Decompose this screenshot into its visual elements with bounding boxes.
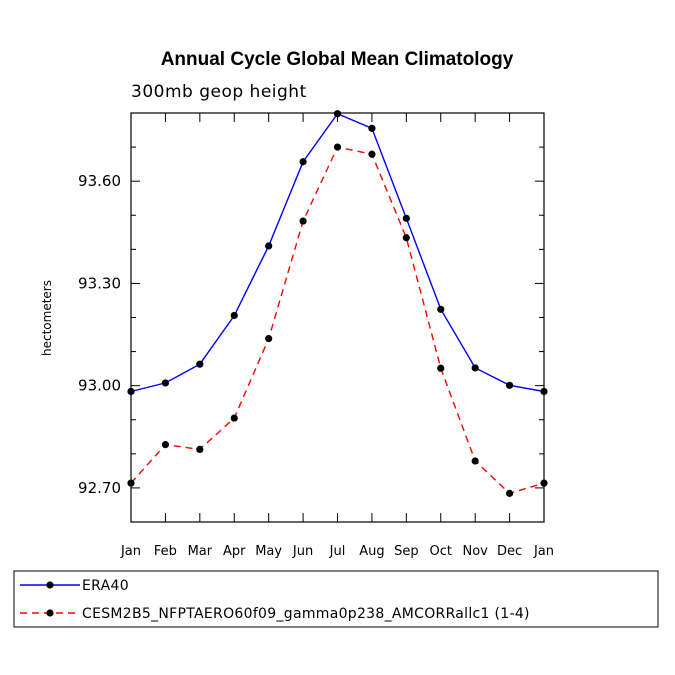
series-0-point xyxy=(161,379,170,387)
series-0-point xyxy=(230,311,238,320)
series-0-point xyxy=(196,360,204,368)
y-tick-label: 93.30 xyxy=(78,274,121,292)
x-tick-label: Feb xyxy=(154,544,177,559)
legend-label-0: ERA40 xyxy=(82,578,129,594)
x-tick-label: Jan xyxy=(120,544,141,559)
series-1-point xyxy=(437,364,445,372)
series-0-point xyxy=(299,158,307,166)
series-1-point xyxy=(299,217,307,225)
series-0-point xyxy=(437,305,445,313)
x-tick-label: May xyxy=(255,544,282,559)
x-tick-label: Nov xyxy=(462,544,488,559)
series-1-point xyxy=(505,489,514,497)
x-tick-label: Oct xyxy=(430,544,452,559)
y-axis-ticks: 92.70 93.00 93.30 93.60 xyxy=(78,146,544,497)
series-0-point xyxy=(333,110,342,118)
series-1-point xyxy=(540,479,548,487)
series-1-point xyxy=(265,335,273,343)
series-1-point xyxy=(471,457,479,465)
x-tick-label: Apr xyxy=(223,544,246,559)
y-axis-label: hectometers xyxy=(40,280,54,356)
x-tick-label: Jun xyxy=(292,544,313,559)
series-group xyxy=(127,110,548,497)
series-line-0 xyxy=(130,112,545,393)
y-tick-label: 93.60 xyxy=(78,172,121,190)
y-tick-label: 93.00 xyxy=(78,377,121,395)
series-1-point xyxy=(402,234,410,242)
legend-box xyxy=(13,570,659,628)
series-1-point xyxy=(333,143,342,151)
series-0-point xyxy=(471,364,479,372)
legend-marker-1 xyxy=(46,609,54,617)
series-0-point xyxy=(368,124,376,132)
series-1-point xyxy=(368,150,376,158)
series-1-point xyxy=(196,445,204,454)
series-0-point xyxy=(505,381,514,389)
legend-marker-0 xyxy=(46,581,54,589)
series-0-point xyxy=(265,242,273,250)
series-line-1 xyxy=(130,146,545,495)
series-0-point xyxy=(127,387,135,396)
series-0-point xyxy=(402,214,410,222)
x-tick-label: Dec xyxy=(497,544,522,559)
chart-subtitle: 300mb geop height xyxy=(131,82,307,102)
x-tick-label: Sep xyxy=(394,544,419,559)
legend: ERA40 CESM2B5_NFPTAERO60f09_gamma0p238_AM… xyxy=(20,578,530,622)
x-tick-label: Mar xyxy=(188,544,213,559)
series-1-point xyxy=(161,441,170,449)
x-tick-label: Aug xyxy=(359,544,384,559)
x-tick-label: Jan xyxy=(533,544,554,559)
series-1-point xyxy=(127,479,135,487)
y-tick-label: 92.70 xyxy=(78,479,121,497)
series-0-point xyxy=(540,387,548,396)
legend-label-1: CESM2B5_NFPTAERO60f09_gamma0p238_AMCORRa… xyxy=(82,606,530,622)
chart-title: Annual Cycle Global Mean Climatology xyxy=(161,49,514,70)
x-axis-ticks: Jan Feb Mar Apr May Jun Jul Aug Sep Oct Nov Dec Jan xyxy=(120,113,554,559)
plot-frame xyxy=(130,112,545,523)
x-tick-label: Jul xyxy=(329,544,346,559)
series-1-point xyxy=(230,414,238,422)
